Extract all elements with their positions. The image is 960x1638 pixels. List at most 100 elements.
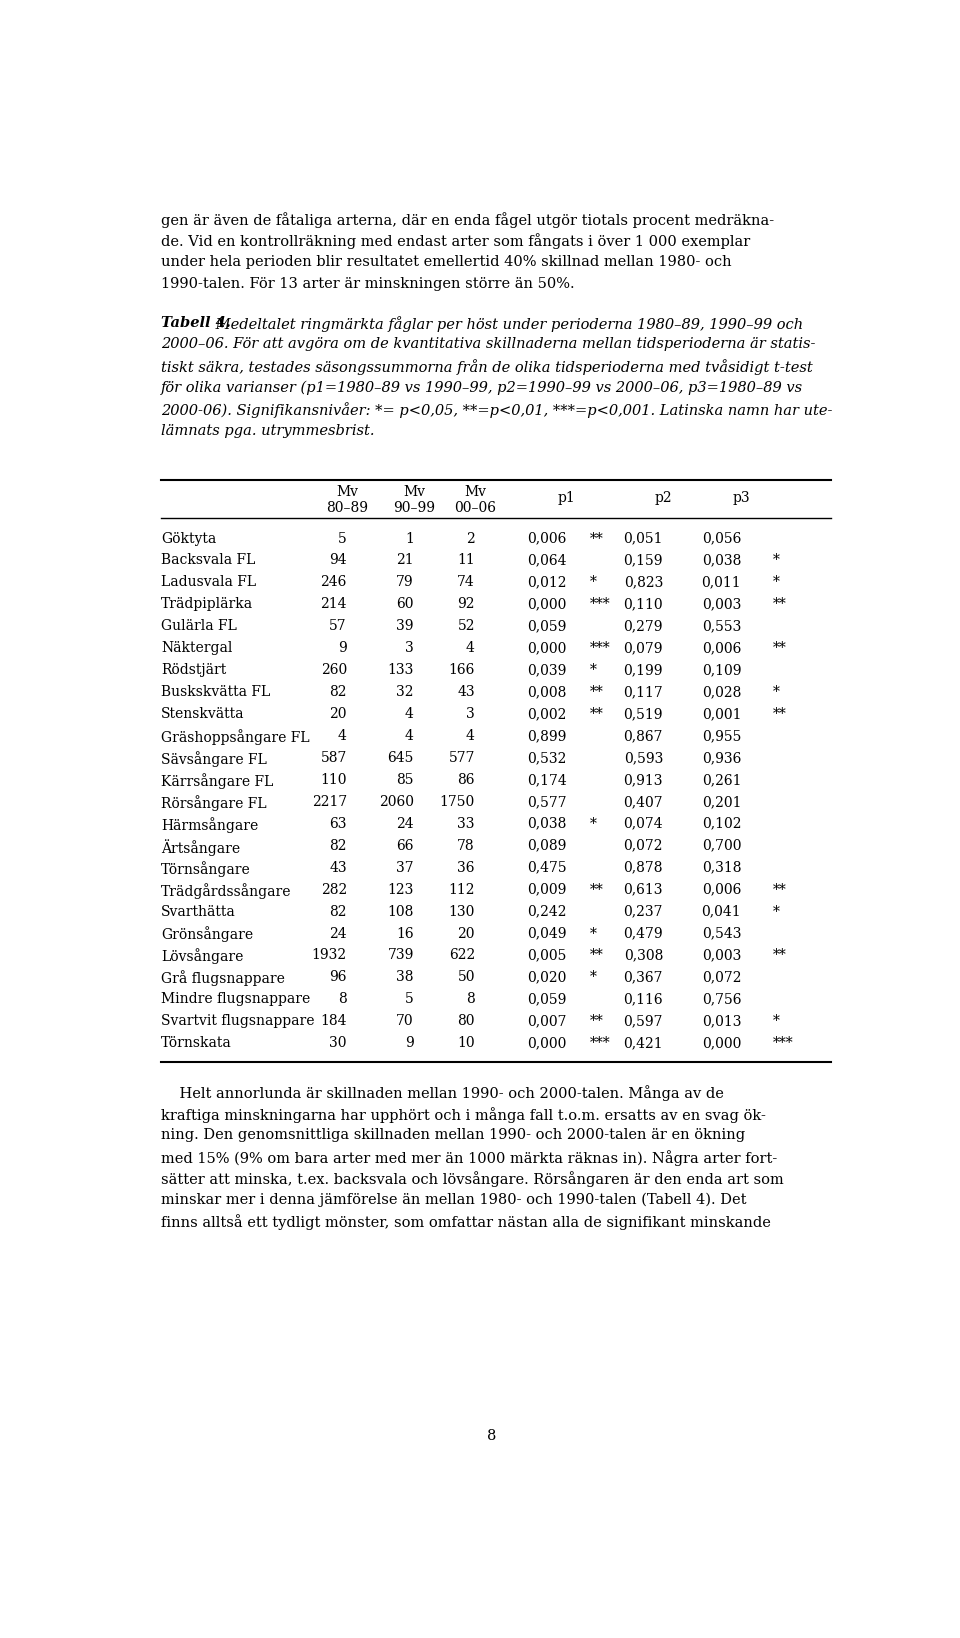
Text: 739: 739 xyxy=(388,948,414,963)
Text: 9: 9 xyxy=(338,640,347,655)
Text: 0,159: 0,159 xyxy=(624,554,663,567)
Text: p3: p3 xyxy=(732,491,750,505)
Text: 0,367: 0,367 xyxy=(624,970,663,984)
Text: 0,028: 0,028 xyxy=(702,685,741,699)
Text: 0,041: 0,041 xyxy=(702,904,741,919)
Text: Stenskvätta: Stenskvätta xyxy=(161,708,245,721)
Text: **: ** xyxy=(590,1014,604,1029)
Text: 0,000: 0,000 xyxy=(527,1037,566,1050)
Text: 0,056: 0,056 xyxy=(702,531,741,545)
Text: 0,000: 0,000 xyxy=(527,598,566,611)
Text: 0,407: 0,407 xyxy=(623,794,663,809)
Text: **: ** xyxy=(773,883,787,896)
Text: **: ** xyxy=(590,948,604,963)
Text: Gulärla FL: Gulärla FL xyxy=(161,619,237,634)
Text: 20: 20 xyxy=(457,927,475,940)
Text: 82: 82 xyxy=(329,904,347,919)
Text: 166: 166 xyxy=(448,663,475,676)
Text: 622: 622 xyxy=(448,948,475,963)
Text: 645: 645 xyxy=(388,750,414,765)
Text: 4: 4 xyxy=(466,640,475,655)
Text: 10: 10 xyxy=(457,1037,475,1050)
Text: 0,000: 0,000 xyxy=(702,1037,741,1050)
Text: 577: 577 xyxy=(448,750,475,765)
Text: 0,519: 0,519 xyxy=(624,708,663,721)
Text: 8: 8 xyxy=(338,993,347,1006)
Text: 90–99: 90–99 xyxy=(393,501,435,514)
Text: 0,039: 0,039 xyxy=(527,663,566,676)
Text: lämnats pga. utrymmesbrist.: lämnats pga. utrymmesbrist. xyxy=(161,424,374,437)
Text: 0,038: 0,038 xyxy=(527,817,566,830)
Text: 0,421: 0,421 xyxy=(623,1037,663,1050)
Text: *: * xyxy=(773,575,780,590)
Text: Backsvala FL: Backsvala FL xyxy=(161,554,255,567)
Text: 3: 3 xyxy=(467,708,475,721)
Text: Mv: Mv xyxy=(336,485,358,498)
Text: 0,899: 0,899 xyxy=(527,729,566,744)
Text: 246: 246 xyxy=(321,575,347,590)
Text: 0,072: 0,072 xyxy=(702,970,741,984)
Text: 0,001: 0,001 xyxy=(702,708,741,721)
Text: 214: 214 xyxy=(321,598,347,611)
Text: 587: 587 xyxy=(321,750,347,765)
Text: 0,012: 0,012 xyxy=(527,575,566,590)
Text: 8: 8 xyxy=(488,1428,496,1443)
Text: 108: 108 xyxy=(388,904,414,919)
Text: 0,089: 0,089 xyxy=(527,839,566,853)
Text: 9: 9 xyxy=(405,1037,414,1050)
Text: 3: 3 xyxy=(405,640,414,655)
Text: 82: 82 xyxy=(329,839,347,853)
Text: Göktyta: Göktyta xyxy=(161,531,216,545)
Text: 0,002: 0,002 xyxy=(527,708,566,721)
Text: 2: 2 xyxy=(467,531,475,545)
Text: 0,955: 0,955 xyxy=(702,729,741,744)
Text: p1: p1 xyxy=(558,491,575,505)
Text: 0,049: 0,049 xyxy=(527,927,566,940)
Text: 0,237: 0,237 xyxy=(624,904,663,919)
Text: 5: 5 xyxy=(405,993,414,1006)
Text: 0,756: 0,756 xyxy=(702,993,741,1006)
Text: 4: 4 xyxy=(405,708,414,721)
Text: 4: 4 xyxy=(466,729,475,744)
Text: Härmsångare: Härmsångare xyxy=(161,817,258,832)
Text: 0,700: 0,700 xyxy=(702,839,741,853)
Text: 0,318: 0,318 xyxy=(702,860,741,875)
Text: 0,199: 0,199 xyxy=(624,663,663,676)
Text: **: ** xyxy=(590,883,604,896)
Text: 0,913: 0,913 xyxy=(624,773,663,786)
Text: 43: 43 xyxy=(457,685,475,699)
Text: *: * xyxy=(590,575,597,590)
Text: 1990-talen. För 13 arter är minskningen större än 50%.: 1990-talen. För 13 arter är minskningen … xyxy=(161,277,574,290)
Text: 0,074: 0,074 xyxy=(623,817,663,830)
Text: Grönsångare: Grönsångare xyxy=(161,927,253,942)
Text: 8: 8 xyxy=(467,993,475,1006)
Text: 1750: 1750 xyxy=(440,794,475,809)
Text: ning. Den genomsnittliga skillnaden mellan 1990- och 2000-talen är en ökning: ning. Den genomsnittliga skillnaden mell… xyxy=(161,1129,745,1142)
Text: *: * xyxy=(590,927,597,940)
Text: ***: *** xyxy=(773,1037,794,1050)
Text: 0,072: 0,072 xyxy=(624,839,663,853)
Text: 4: 4 xyxy=(405,729,414,744)
Text: ***: *** xyxy=(590,1037,611,1050)
Text: 0,059: 0,059 xyxy=(527,993,566,1006)
Text: 0,109: 0,109 xyxy=(702,663,741,676)
Text: 0,003: 0,003 xyxy=(702,598,741,611)
Text: 80–89: 80–89 xyxy=(325,501,368,514)
Text: *: * xyxy=(590,817,597,830)
Text: 32: 32 xyxy=(396,685,414,699)
Text: 0,079: 0,079 xyxy=(624,640,663,655)
Text: 0,064: 0,064 xyxy=(527,554,566,567)
Text: 0,543: 0,543 xyxy=(702,927,741,940)
Text: 1932: 1932 xyxy=(312,948,347,963)
Text: 0,006: 0,006 xyxy=(702,640,741,655)
Text: gen är även de fåtaliga arterna, där en enda fågel utgör tiotals procent medräkn: gen är även de fåtaliga arterna, där en … xyxy=(161,211,774,228)
Text: med 15% (9% om bara arter med mer än 1000 märkta räknas in). Några arter fort-: med 15% (9% om bara arter med mer än 100… xyxy=(161,1150,778,1166)
Text: Trädgårdssångare: Trädgårdssångare xyxy=(161,883,292,899)
Text: **: ** xyxy=(773,640,787,655)
Text: 30: 30 xyxy=(329,1037,347,1050)
Text: Rörsångare FL: Rörsångare FL xyxy=(161,794,267,811)
Text: 70: 70 xyxy=(396,1014,414,1029)
Text: 0,279: 0,279 xyxy=(624,619,663,634)
Text: 0,553: 0,553 xyxy=(702,619,741,634)
Text: 0,174: 0,174 xyxy=(527,773,566,786)
